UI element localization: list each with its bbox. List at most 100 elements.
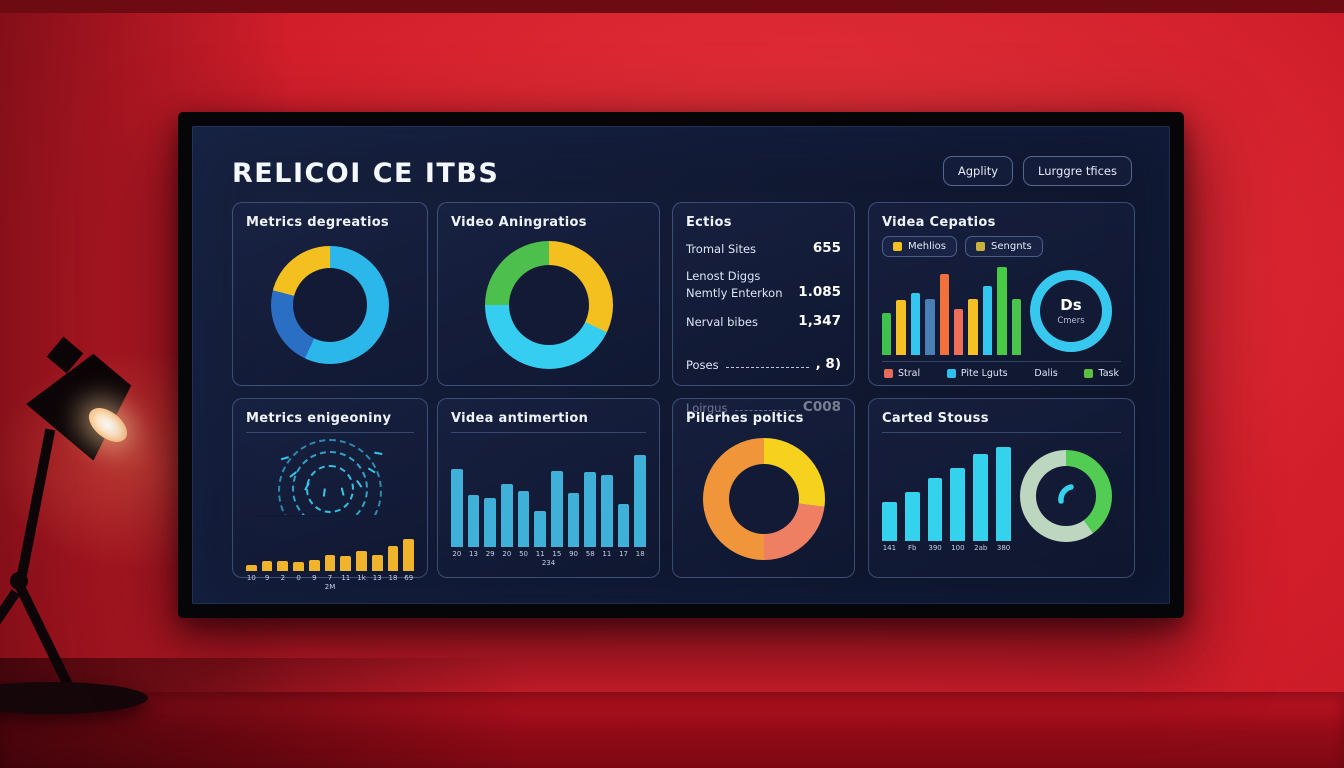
axis-label: 11 xyxy=(535,550,545,558)
axis-label: 9 xyxy=(264,574,270,582)
ring-center-small: Cmers xyxy=(1057,316,1085,326)
axis-label: 141 xyxy=(882,544,897,552)
legend-item: Pite Lguts xyxy=(946,368,1008,379)
ring-chart-ds-cmers: Ds Cmers xyxy=(1030,270,1112,352)
header-buttons: Agplity Lurggre tfices xyxy=(942,156,1132,186)
ring-chart-carted-stouss xyxy=(1020,449,1112,542)
bar xyxy=(904,492,920,541)
stat-label: Tromal Sites xyxy=(686,242,757,256)
stat-row: Tromal Sites 655 xyxy=(686,240,841,256)
panel-videa-cepatios: Videa Cepatios Mehlios Sengnts Ds Cmers xyxy=(868,202,1135,386)
bar xyxy=(954,309,964,355)
panel-title: Metrics enigeoniny xyxy=(246,411,392,426)
bar xyxy=(501,484,513,547)
bar xyxy=(246,564,257,571)
legend-swatch xyxy=(976,242,986,251)
stat-row: Poses , 8) xyxy=(686,356,841,372)
axis-label: 90 xyxy=(569,550,578,558)
header-button-agplity[interactable]: Agplity xyxy=(942,156,1014,186)
panel-title: Carted Stouss xyxy=(882,411,989,426)
axis-label: 380 xyxy=(996,544,1011,552)
bar xyxy=(634,455,647,547)
legend-swatch xyxy=(1084,369,1094,378)
bar xyxy=(950,467,966,541)
bar xyxy=(982,286,993,355)
legend-swatch xyxy=(893,242,902,251)
bar xyxy=(996,447,1011,541)
stat-label: Poses xyxy=(686,358,719,372)
radial-arc-middle xyxy=(292,451,368,517)
bar xyxy=(910,293,921,355)
bar-chart-videa-cepatios xyxy=(882,267,1022,355)
bar xyxy=(617,503,630,547)
axis-label: 20 xyxy=(502,550,512,558)
phone-icon xyxy=(1020,450,1112,542)
axis-label: 15 xyxy=(552,550,562,558)
bar xyxy=(277,561,289,571)
header-button-lurggre[interactable]: Lurggre tfices xyxy=(1023,156,1132,186)
panel-title: Ectios xyxy=(686,215,732,230)
radial-glyph-chart xyxy=(255,439,405,517)
stat-value: 1.085 xyxy=(798,284,841,300)
panel-videa-antimertion: Videa antimertion 20 13 29 20 50 11 15 90 58 11 17… xyxy=(437,398,660,578)
stat-label: Nerval bibes xyxy=(686,315,758,329)
bar xyxy=(939,274,950,355)
bar xyxy=(882,502,897,541)
axis-label: 11 xyxy=(602,550,612,558)
filter-chip[interactable]: Sengnts xyxy=(965,236,1043,257)
bar xyxy=(371,555,383,571)
axis-label: 100 xyxy=(951,544,965,552)
panel-divider xyxy=(882,432,1121,433)
bar-chart-videa-antimertion xyxy=(451,439,647,547)
desk-shadow xyxy=(0,658,619,768)
dashboard-screen: RELICOI CE ITBS Agplity Lurggre tfices M… xyxy=(192,126,1170,604)
panel-title: Videa antimertion xyxy=(451,411,589,426)
bar xyxy=(356,551,367,571)
bar xyxy=(896,300,906,355)
lamp-bulb-glow xyxy=(82,401,134,449)
filter-chips: Mehlios Sengnts xyxy=(882,236,1121,257)
label: Mehlios xyxy=(908,241,947,252)
bar xyxy=(882,312,892,355)
donut-chart-video-aningratios xyxy=(484,241,613,369)
x-axis-labels: 20 13 29 20 50 11 15 90 58 11 17 18 xyxy=(451,550,646,558)
bar xyxy=(517,490,530,547)
legend-swatch xyxy=(946,369,956,378)
bar xyxy=(567,493,580,547)
panel-metrics-enigeoniny: Metrics enigeoniny 10 9 2 0 xyxy=(232,398,428,591)
axis-label: 20 xyxy=(452,550,462,558)
bar xyxy=(584,472,597,547)
stat-value: , 8) xyxy=(815,356,841,372)
panel-carted-stouss: Carted Stouss 141 Fb 390 100 2ab 380 xyxy=(868,398,1135,578)
bar xyxy=(403,538,415,571)
stat-row: Nerval bibes 1,347 xyxy=(686,313,841,329)
filter-chip[interactable]: Mehlios xyxy=(882,236,958,257)
legend-item: Stral xyxy=(884,368,920,379)
bar xyxy=(484,498,497,547)
bar xyxy=(968,298,978,355)
stat-sub-label: Nemtly Enterkon xyxy=(686,286,783,300)
label: Task xyxy=(1098,368,1119,379)
stat-value: 1,347 xyxy=(798,313,841,329)
panel-title: Metrics degreatios xyxy=(246,215,389,230)
x-axis-labels: 141 Fb 390 100 2ab 380 xyxy=(882,544,1011,552)
bar xyxy=(340,556,352,571)
bar xyxy=(387,546,399,571)
axis-label: Fb xyxy=(908,544,917,552)
panel-title: Pilerhes poltics xyxy=(686,411,804,426)
axis-label: 18 xyxy=(388,574,398,582)
stat-label: Lenost Diggs xyxy=(686,269,761,283)
lamp-joint xyxy=(10,572,28,590)
chart-legend: Stral Pite Lguts Dalis Task xyxy=(882,368,1121,379)
lamp-arm xyxy=(14,428,56,588)
axis-label: 1k xyxy=(357,574,366,582)
axis-label: 69 xyxy=(404,574,414,582)
bar xyxy=(551,471,563,547)
axis-label: 390 xyxy=(928,544,942,552)
wall-top-shadow xyxy=(0,0,1344,13)
axis-label: 10 xyxy=(246,574,256,582)
dashed-leader xyxy=(725,367,809,368)
label: Pite Lguts xyxy=(960,368,1008,379)
legend-item: Task xyxy=(1084,368,1119,379)
